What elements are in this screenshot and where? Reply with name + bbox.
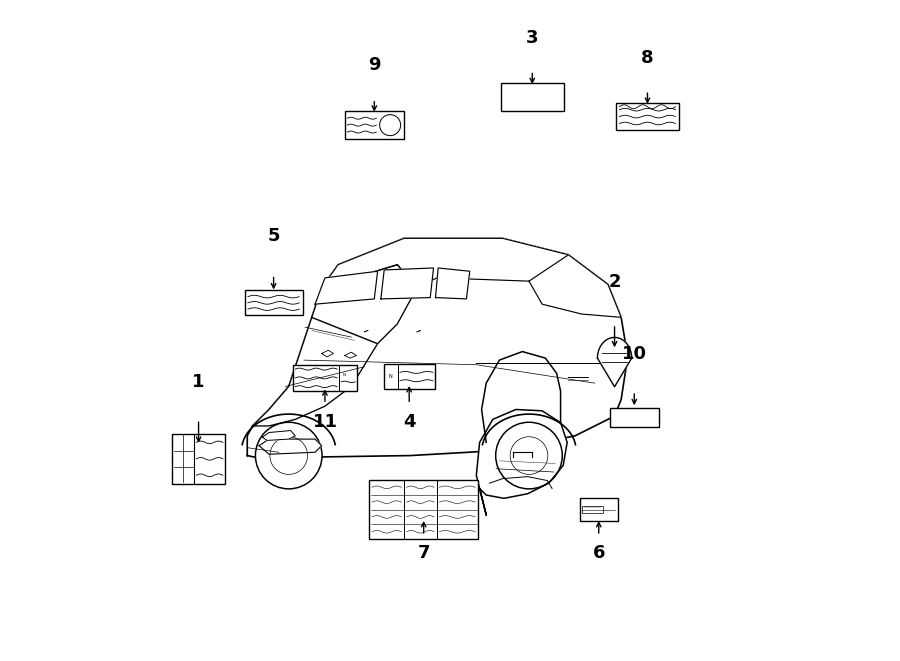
Polygon shape xyxy=(436,268,470,299)
Text: 2: 2 xyxy=(608,273,621,291)
Text: 9: 9 xyxy=(368,56,381,74)
Text: 6: 6 xyxy=(592,544,605,563)
Polygon shape xyxy=(259,439,321,454)
Polygon shape xyxy=(529,254,621,317)
Polygon shape xyxy=(311,264,417,344)
Text: 7: 7 xyxy=(418,544,430,563)
Bar xyxy=(501,83,563,110)
Polygon shape xyxy=(321,239,608,288)
Circle shape xyxy=(380,114,400,136)
Polygon shape xyxy=(253,317,378,426)
Bar xyxy=(245,290,302,315)
Bar xyxy=(172,434,225,484)
Bar xyxy=(609,408,659,427)
Text: N: N xyxy=(389,374,392,379)
Circle shape xyxy=(496,422,562,489)
Bar xyxy=(345,111,404,139)
Text: 4: 4 xyxy=(403,412,416,430)
Text: N: N xyxy=(342,373,345,377)
Polygon shape xyxy=(263,430,295,440)
Bar xyxy=(582,506,603,513)
Polygon shape xyxy=(476,409,567,515)
Text: 8: 8 xyxy=(641,49,653,67)
Text: 1: 1 xyxy=(193,373,205,391)
Text: 11: 11 xyxy=(312,412,338,430)
Bar xyxy=(369,480,478,539)
Circle shape xyxy=(510,437,548,475)
Text: 5: 5 xyxy=(267,227,280,245)
Bar xyxy=(616,102,679,130)
Polygon shape xyxy=(381,268,434,299)
Polygon shape xyxy=(315,271,378,304)
Polygon shape xyxy=(248,239,627,459)
Circle shape xyxy=(256,422,322,489)
Text: 3: 3 xyxy=(526,30,538,48)
Text: 10: 10 xyxy=(622,346,647,364)
Circle shape xyxy=(270,437,308,475)
Polygon shape xyxy=(598,337,632,387)
Bar xyxy=(292,365,357,391)
Bar xyxy=(383,364,435,389)
Bar xyxy=(580,498,617,522)
